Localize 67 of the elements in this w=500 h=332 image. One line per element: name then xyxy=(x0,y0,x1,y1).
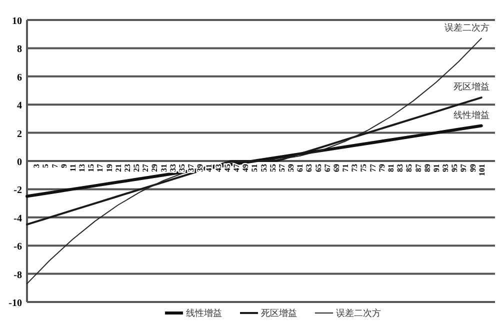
x-tick-label: 35 xyxy=(177,164,186,172)
y-tick-label: 10 xyxy=(12,16,22,27)
legend-label: 线性增益 xyxy=(186,308,222,319)
x-tick-label: 79 xyxy=(377,164,386,172)
x-tick-label: 55 xyxy=(268,164,278,172)
x-tick-label: 11 xyxy=(68,164,78,172)
x-tick-label: 9 xyxy=(59,164,68,168)
x-tick-label: 31 xyxy=(159,164,168,172)
x-tick-label: 43 xyxy=(214,164,223,172)
x-tick-label: 5 xyxy=(41,164,50,168)
x-tick-label: 3 xyxy=(32,164,42,168)
x-tick-label: 73 xyxy=(350,164,360,172)
x-tick-label: 81 xyxy=(386,164,396,172)
x-tick-label: 39 xyxy=(196,164,205,172)
x-tick-label: 89 xyxy=(422,164,432,172)
x-tick-label: 69 xyxy=(332,164,341,172)
x-tick-label: 97 xyxy=(459,164,468,172)
text: 死区增益 xyxy=(453,82,490,93)
x-tick-label: 19 xyxy=(104,164,114,172)
x-tick-label: 59 xyxy=(286,164,296,172)
x-tick-label: 95 xyxy=(450,164,460,172)
x-tick-label: 65 xyxy=(314,164,323,172)
x-tick-label: 61 xyxy=(296,164,305,172)
y-tick-label: 4 xyxy=(17,100,22,112)
x-tick-label: 7 xyxy=(50,164,60,168)
text: 线性增益 xyxy=(453,110,490,121)
x-tick-label: 23 xyxy=(122,164,132,172)
x-tick-label: 37 xyxy=(186,164,196,172)
x-tick-label: 85 xyxy=(404,164,414,172)
y-tick-label: 6 xyxy=(17,72,22,84)
x-tick-label: 77 xyxy=(368,164,378,172)
x-tick-label: 21 xyxy=(114,164,123,172)
y-tick-label: -6 xyxy=(14,242,22,253)
x-tick-label: 49 xyxy=(241,164,250,172)
legend-label: 死区增益 xyxy=(261,308,297,319)
x-tick-label: 33 xyxy=(168,164,178,172)
x-tick-label: 57 xyxy=(277,164,286,172)
x-tick-label: 51 xyxy=(250,164,260,172)
x-tick-label: 99 xyxy=(468,164,478,172)
x-tick-label: 41 xyxy=(204,164,214,172)
y-tick-label: -8 xyxy=(14,270,22,281)
x-tick-label: 67 xyxy=(322,164,332,172)
y-tick-label: 8 xyxy=(17,44,22,56)
x-tick-label: 93 xyxy=(441,164,450,172)
legend-label: 误差二次方 xyxy=(336,308,381,319)
x-tick-label: 27 xyxy=(141,164,150,172)
x-tick-label: 101 xyxy=(477,164,486,176)
x-tick-label: 91 xyxy=(432,164,441,172)
x-tick-label: 13 xyxy=(78,164,87,172)
x-tick-label: 47 xyxy=(232,164,242,172)
x-tick-label: 17 xyxy=(96,164,105,172)
y-tick-label: -2 xyxy=(14,185,22,196)
x-tick-label: 63 xyxy=(304,164,314,172)
text: 误差二次方 xyxy=(444,23,490,34)
x-tick-label: 25 xyxy=(132,164,142,172)
x-tick-label: 29 xyxy=(150,164,160,172)
x-tick-label: 83 xyxy=(396,164,405,172)
y-tick-label: 2 xyxy=(17,128,22,140)
x-tick-label: 71 xyxy=(341,164,350,172)
y-tick-label: 0 xyxy=(17,157,22,168)
x-tick-label: 75 xyxy=(359,164,368,172)
y-tick-label: -4 xyxy=(14,213,22,224)
x-tick-label: 87 xyxy=(414,164,423,172)
x-tick-label: 15 xyxy=(86,164,96,172)
x-tick-label: 53 xyxy=(259,164,268,172)
y-tick-label: -10 xyxy=(8,298,22,309)
x-tick-label: 45 xyxy=(222,164,232,172)
